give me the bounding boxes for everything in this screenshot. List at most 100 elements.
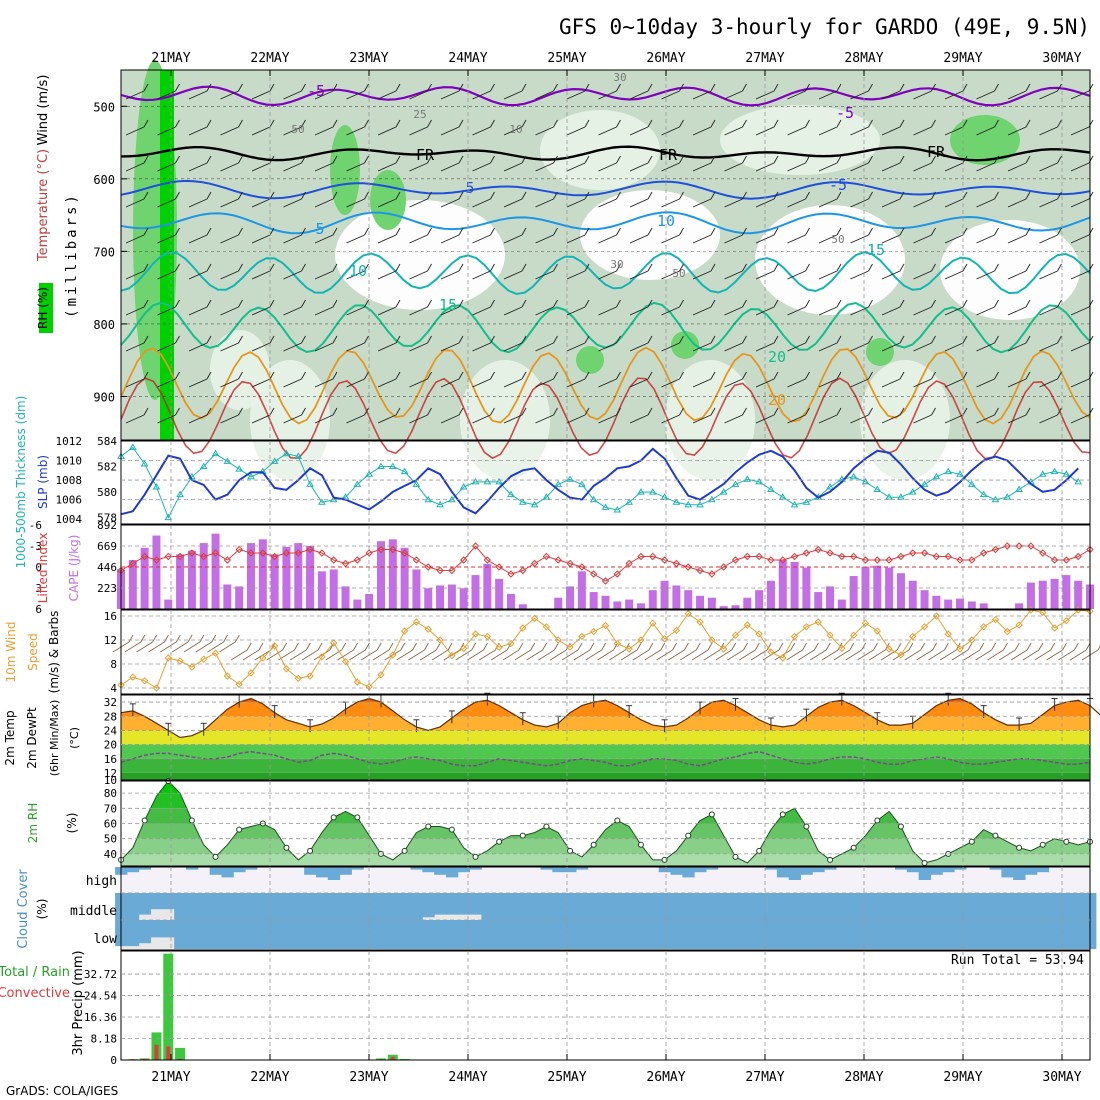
wind-barb-flag bbox=[553, 155, 558, 164]
wind-barb-flag bbox=[427, 155, 432, 164]
wind-barb-flag bbox=[427, 263, 432, 272]
thickness-point bbox=[577, 480, 586, 487]
wind-barb-flag bbox=[364, 407, 369, 416]
wind-speed-point bbox=[897, 651, 905, 659]
wind-barb-flag bbox=[899, 227, 905, 236]
wind-barb-flag bbox=[175, 83, 180, 92]
cape-bar bbox=[246, 543, 255, 609]
wind-barb-flag bbox=[332, 155, 338, 164]
cloud-bar bbox=[705, 920, 719, 949]
cloud-bar bbox=[185, 920, 199, 949]
wind-barb-flag bbox=[616, 119, 621, 128]
surface-wind-barb bbox=[809, 649, 827, 661]
thickness-point bbox=[1050, 467, 1059, 475]
surface-wind-barb bbox=[420, 649, 437, 661]
wind-barb-flag bbox=[931, 407, 936, 416]
wind-barb-flag bbox=[805, 407, 810, 416]
cloud-bar bbox=[942, 867, 955, 873]
temp-line-freezing bbox=[120, 145, 1091, 162]
surface-wind-barb-flag bbox=[483, 642, 488, 651]
wind-barb-flag bbox=[868, 191, 873, 200]
cloud-bar bbox=[375, 920, 388, 949]
cloud-axis-label: Cloud Cover bbox=[16, 869, 31, 949]
wind-barb-flag bbox=[868, 155, 873, 164]
thickness-point bbox=[908, 488, 917, 495]
wind-speed-point bbox=[329, 639, 338, 647]
wind-speed-point bbox=[152, 684, 161, 692]
rh-dry-pocket bbox=[755, 205, 905, 315]
wind-barb-flag bbox=[395, 407, 401, 416]
surface-wind-barb-flag bbox=[1003, 642, 1008, 651]
rh-point bbox=[1063, 838, 1070, 845]
wind-barb-flag bbox=[710, 263, 716, 272]
surface-wind-barb-flag bbox=[223, 634, 228, 643]
wind-barb bbox=[157, 306, 176, 316]
surface-wind-barb-flag bbox=[967, 642, 973, 651]
wind-barb-flag bbox=[868, 299, 873, 308]
wind-barb bbox=[472, 126, 491, 136]
wind-barb-flag bbox=[269, 191, 275, 200]
surface-wind-barb bbox=[644, 649, 662, 661]
wind-barb bbox=[787, 270, 806, 280]
wind-speed-point bbox=[731, 631, 740, 639]
wind-barb bbox=[598, 90, 617, 100]
wind-barb bbox=[535, 162, 554, 172]
rh-point bbox=[732, 853, 739, 860]
wind-axis-label: Wind (m/s) bbox=[36, 75, 51, 146]
surface-wind-barb bbox=[219, 641, 236, 653]
cloud-bar bbox=[753, 920, 766, 949]
wind-barb-flag bbox=[742, 263, 747, 272]
wind-speed-point bbox=[956, 645, 964, 653]
cloud-bar bbox=[835, 920, 849, 949]
cape-axis-label: CAPE (J/kg) bbox=[67, 535, 81, 602]
pressure-tick-label: 500 bbox=[93, 100, 115, 114]
cloud-bar bbox=[1036, 920, 1050, 949]
cloud-bar bbox=[1036, 893, 1050, 920]
cape-bar bbox=[790, 561, 799, 609]
wind-barb-flag bbox=[584, 371, 590, 380]
wind-barb-flag bbox=[1025, 335, 1031, 344]
wind-barb-flag bbox=[1057, 227, 1062, 236]
thickness-point bbox=[377, 462, 385, 470]
wind-barb bbox=[1039, 234, 1058, 244]
wind-barb-flag bbox=[521, 227, 527, 236]
wind-barb bbox=[881, 378, 901, 388]
wind-speed-point bbox=[412, 618, 421, 626]
rh-dry-pocket bbox=[665, 360, 755, 480]
surface-wind-barb bbox=[928, 649, 945, 661]
wind-barb-flag bbox=[521, 83, 527, 92]
wind-barb-flag bbox=[238, 227, 243, 236]
cape-bar bbox=[518, 604, 527, 609]
rh-point bbox=[330, 814, 337, 821]
wind-barb bbox=[472, 342, 491, 352]
cape-bar bbox=[506, 593, 515, 609]
wind-barb bbox=[503, 414, 523, 424]
thickness-point bbox=[530, 500, 539, 508]
wind-speed-point bbox=[542, 623, 551, 631]
wind-speed-point bbox=[743, 621, 752, 629]
cloud-bar bbox=[658, 920, 671, 949]
wind-speed-point bbox=[566, 643, 574, 651]
surface-wind-barb bbox=[313, 649, 331, 661]
wind-barb bbox=[440, 162, 460, 172]
cloud-bar bbox=[457, 920, 471, 949]
wind-barb bbox=[724, 234, 743, 244]
wind-barb-flag bbox=[616, 407, 621, 416]
cloud-bar bbox=[942, 893, 955, 920]
rh-point bbox=[850, 844, 857, 851]
cloud-bar bbox=[895, 893, 908, 920]
wind-barb-flag bbox=[710, 155, 716, 164]
wind-barb bbox=[440, 270, 460, 280]
cloud-bar bbox=[906, 893, 920, 920]
thickness-point bbox=[719, 488, 728, 495]
rh-point bbox=[472, 853, 479, 860]
cape-bar bbox=[802, 567, 811, 609]
wind-barb bbox=[1039, 306, 1058, 316]
wind-barb-flag bbox=[647, 335, 653, 344]
wind-barb bbox=[409, 126, 428, 136]
wind-barb-flag bbox=[238, 299, 243, 308]
wind-barb-flag bbox=[206, 227, 212, 236]
thickness-point bbox=[176, 490, 184, 498]
surface-wind-barb bbox=[301, 649, 319, 661]
wind-barb bbox=[472, 90, 491, 100]
